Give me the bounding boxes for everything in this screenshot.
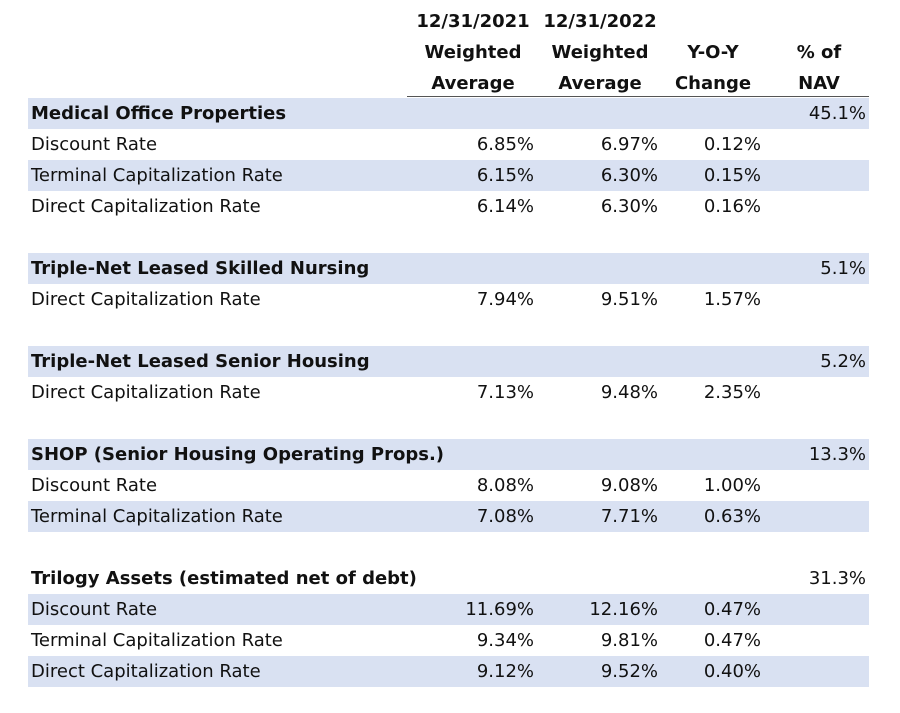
value-2021: 6.85% xyxy=(414,129,534,160)
row-label: Direct Capitalization Rate xyxy=(31,656,261,687)
value-yoy: 0.12% xyxy=(641,129,761,160)
section-header: Medical Office Properties 45.1% xyxy=(28,98,869,129)
value-yoy: 0.63% xyxy=(641,501,761,532)
value-2021: 7.08% xyxy=(414,501,534,532)
value-2021: 8.08% xyxy=(414,470,534,501)
value-2022: 9.48% xyxy=(538,377,658,408)
table-row: Direct Capitalization Rate 7.94% 9.51% 1… xyxy=(28,284,869,315)
section-nav-percent: 5.2% xyxy=(746,346,866,377)
value-2021: 11.69% xyxy=(414,594,534,625)
value-2021: 9.34% xyxy=(414,625,534,656)
table-row: Discount Rate 8.08% 9.08% 1.00% xyxy=(28,470,869,501)
section-title: SHOP (Senior Housing Operating Props.) xyxy=(31,439,444,470)
value-2021: 7.13% xyxy=(414,377,534,408)
table-row: Direct Capitalization Rate 9.12% 9.52% 0… xyxy=(28,656,869,687)
row-label: Discount Rate xyxy=(31,594,157,625)
row-label: Direct Capitalization Rate xyxy=(31,284,261,315)
header-col-2022: 12/31/2022 Weighted Average xyxy=(539,6,661,99)
section-header: Trilogy Assets (estimated net of debt) 3… xyxy=(28,563,869,594)
value-2021: 6.15% xyxy=(414,160,534,191)
valuation-table: Medical Office Properties 45.1% Discount… xyxy=(28,98,869,687)
value-yoy: 0.47% xyxy=(641,594,761,625)
value-yoy: 0.16% xyxy=(641,191,761,222)
value-2022: 9.51% xyxy=(538,284,658,315)
header-col-2021: 12/31/2021 Weighted Average xyxy=(412,6,534,99)
header-col-yoy: Y-O-Y Change xyxy=(660,37,766,99)
value-yoy: 1.57% xyxy=(641,284,761,315)
table-header: 12/31/2021 Weighted Average 12/31/2022 W… xyxy=(0,6,900,98)
value-yoy: 0.15% xyxy=(641,160,761,191)
value-yoy: 0.40% xyxy=(641,656,761,687)
value-2022: 6.30% xyxy=(538,191,658,222)
table-row: Terminal Capitalization Rate 7.08% 7.71%… xyxy=(28,501,869,532)
section-nav-percent: 45.1% xyxy=(746,98,866,129)
spacer-row xyxy=(28,222,869,253)
value-2021: 7.94% xyxy=(414,284,534,315)
value-yoy: 1.00% xyxy=(641,470,761,501)
value-2022: 6.97% xyxy=(538,129,658,160)
spacer-row xyxy=(28,532,869,563)
header-col-nav: % of NAV xyxy=(774,37,864,99)
table-row: Discount Rate 6.85% 6.97% 0.12% xyxy=(28,129,869,160)
row-label: Direct Capitalization Rate xyxy=(31,377,261,408)
table-row: Direct Capitalization Rate 6.14% 6.30% 0… xyxy=(28,191,869,222)
header-divider xyxy=(407,96,869,97)
row-label: Direct Capitalization Rate xyxy=(31,191,261,222)
value-2022: 12.16% xyxy=(538,594,658,625)
row-label: Terminal Capitalization Rate xyxy=(31,501,283,532)
table-row: Direct Capitalization Rate 7.13% 9.48% 2… xyxy=(28,377,869,408)
value-2022: 6.30% xyxy=(538,160,658,191)
table-row: Terminal Capitalization Rate 9.34% 9.81%… xyxy=(28,625,869,656)
section-header: Triple-Net Leased Skilled Nursing 5.1% xyxy=(28,253,869,284)
section-nav-percent: 31.3% xyxy=(746,563,866,594)
value-2021: 9.12% xyxy=(414,656,534,687)
section-title: Triple-Net Leased Skilled Nursing xyxy=(31,253,369,284)
row-label: Discount Rate xyxy=(31,470,157,501)
row-label: Terminal Capitalization Rate xyxy=(31,160,283,191)
section-title: Medical Office Properties xyxy=(31,98,286,129)
value-yoy: 0.47% xyxy=(641,625,761,656)
table-row: Terminal Capitalization Rate 6.15% 6.30%… xyxy=(28,160,869,191)
value-2021: 6.14% xyxy=(414,191,534,222)
section-header: Triple-Net Leased Senior Housing 5.2% xyxy=(28,346,869,377)
value-yoy: 2.35% xyxy=(641,377,761,408)
section-nav-percent: 13.3% xyxy=(746,439,866,470)
value-2022: 9.52% xyxy=(538,656,658,687)
row-label: Discount Rate xyxy=(31,129,157,160)
section-header: SHOP (Senior Housing Operating Props.) 1… xyxy=(28,439,869,470)
value-2022: 7.71% xyxy=(538,501,658,532)
row-label: Terminal Capitalization Rate xyxy=(31,625,283,656)
value-2022: 9.81% xyxy=(538,625,658,656)
spacer-row xyxy=(28,315,869,346)
value-2022: 9.08% xyxy=(538,470,658,501)
table-row: Discount Rate 11.69% 12.16% 0.47% xyxy=(28,594,869,625)
section-title: Trilogy Assets (estimated net of debt) xyxy=(31,563,417,594)
section-nav-percent: 5.1% xyxy=(746,253,866,284)
section-title: Triple-Net Leased Senior Housing xyxy=(31,346,370,377)
spacer-row xyxy=(28,408,869,439)
